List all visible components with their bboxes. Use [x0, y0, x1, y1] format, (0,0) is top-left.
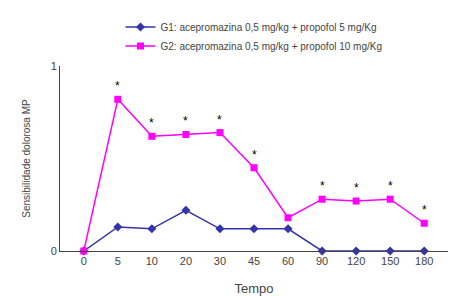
svg-text:0: 0 [81, 255, 87, 267]
svg-text:90: 90 [316, 255, 328, 267]
svg-text:*: * [115, 79, 120, 93]
svg-text:*: * [422, 203, 427, 217]
svg-text:*: * [149, 116, 154, 130]
svg-text:180: 180 [415, 255, 433, 267]
svg-text:20: 20 [180, 255, 192, 267]
svg-text:Tempo: Tempo [234, 281, 273, 296]
svg-text:60: 60 [282, 255, 294, 267]
svg-text:*: * [354, 181, 359, 195]
svg-text:*: * [183, 114, 188, 128]
svg-text:*: * [252, 148, 257, 162]
svg-text:G1: acepromazina 0,5 mg/kg + p: G1: acepromazina 0,5 mg/kg + propofol 5 … [161, 22, 377, 33]
svg-text:0: 0 [51, 245, 57, 257]
svg-text:1: 1 [51, 60, 57, 72]
svg-text:45: 45 [248, 255, 260, 267]
svg-text:5: 5 [115, 255, 121, 267]
svg-text:150: 150 [381, 255, 399, 267]
svg-text:120: 120 [347, 255, 365, 267]
svg-text:Sensibilidade dolorosa MP: Sensibilidade dolorosa MP [21, 99, 32, 218]
svg-text:*: * [388, 179, 393, 193]
svg-text:30: 30 [214, 255, 226, 267]
svg-text:10: 10 [146, 255, 158, 267]
svg-text:*: * [217, 113, 222, 127]
svg-text:*: * [320, 179, 325, 193]
svg-text:G2: acepromazina 0,5 mg/kg + p: G2: acepromazina 0,5 mg/kg + propofol 10… [161, 41, 383, 52]
